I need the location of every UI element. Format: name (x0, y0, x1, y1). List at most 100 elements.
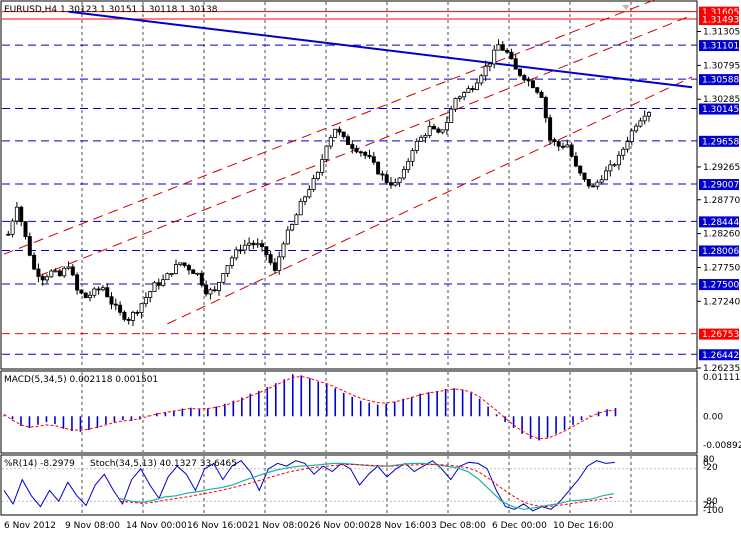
candle-body (569, 144, 574, 157)
candle-body (19, 206, 24, 222)
candle-body (315, 171, 320, 179)
candle-body (290, 224, 295, 231)
time-label: 6 Dec 00:00 (492, 521, 547, 531)
trendline (68, 10, 693, 89)
candle-body (234, 249, 239, 259)
main-header: EURUSD,H4 1.30123 1.30151 1.30118 1.3013… (4, 5, 218, 15)
candlestick-series (6, 39, 652, 327)
candle-body (53, 270, 58, 273)
candle-body (582, 172, 587, 180)
candle-body (479, 75, 484, 84)
time-label: 14 Nov 00:00 (126, 521, 187, 531)
osc-tick-label: -80 (703, 497, 718, 507)
price-tick-label: 1.26235 (703, 364, 740, 374)
level-tag (699, 279, 739, 291)
candle-body (436, 128, 441, 133)
oscillator-pane[interactable] (0, 454, 698, 516)
time-label: 9 Nov 08:00 (65, 521, 120, 531)
main-pane[interactable] (0, 0, 698, 370)
price-tick-label: 1.28260 (703, 230, 740, 240)
time-label: 10 Dec 16:00 (553, 521, 614, 531)
price-tick-label: 1.27750 (703, 263, 740, 273)
osc-tick-label: 20 (703, 501, 715, 511)
candle-body (487, 63, 492, 67)
candle-body (552, 139, 557, 142)
trendline-group (68, 10, 693, 89)
level-tag (699, 216, 739, 228)
candle-body (539, 91, 544, 98)
level-label: 1.28444 (702, 218, 739, 228)
candle-body (105, 287, 110, 298)
candle-body (126, 318, 131, 321)
candle-body (466, 88, 471, 93)
macd-pane[interactable] (0, 370, 698, 454)
candle-body (229, 257, 234, 266)
level-tag (699, 328, 739, 340)
level-tag (699, 349, 739, 361)
candle-body (543, 97, 548, 119)
candle-body (518, 68, 523, 76)
candle-body (182, 262, 187, 266)
candle-body (36, 268, 41, 277)
candle-body (556, 141, 561, 147)
candle-body (457, 96, 462, 99)
candle-body (474, 82, 479, 91)
time-label: 21 Nov 08:00 (248, 521, 309, 531)
candle-body (100, 287, 105, 291)
candle-body (595, 181, 600, 187)
candle-body (156, 282, 161, 286)
candle-body (616, 154, 621, 166)
channel-line (3, 0, 656, 255)
candle-body (363, 151, 368, 156)
candle-body (324, 145, 329, 160)
candle-body (462, 92, 467, 98)
macd-series (3, 374, 617, 441)
candle-body (298, 200, 303, 216)
candle-body (45, 276, 50, 281)
candle-body (625, 141, 630, 150)
time-label: 16 Nov 16:00 (187, 521, 248, 531)
candle-body (419, 136, 424, 142)
level-label: 1.29007 (702, 181, 739, 191)
stoch-signal-line (119, 463, 614, 508)
candle-body (242, 244, 247, 251)
candle-body (565, 144, 570, 148)
level-tag (699, 245, 739, 257)
level-label: 1.31493 (702, 16, 739, 26)
candle-body (341, 131, 346, 138)
chart-shift-icon[interactable] (622, 5, 630, 10)
osc-tick-label: 0 (703, 459, 709, 469)
candle-body (294, 214, 299, 225)
candle-body (604, 170, 609, 181)
time-label: 3 Dec 08:00 (431, 521, 486, 531)
candle-body (49, 270, 54, 278)
osc-tick-label: -20 (703, 463, 718, 473)
candle-body (573, 155, 578, 167)
level-label: 1.31605 (702, 8, 739, 18)
candle-body (169, 273, 174, 275)
level-tag (699, 135, 739, 147)
candle-body (612, 164, 617, 167)
candle-body (453, 98, 458, 110)
price-tick-label: 1.30795 (703, 61, 740, 71)
candle-body (320, 159, 325, 173)
candle-body (642, 115, 647, 122)
candle-body (328, 136, 333, 147)
level-label: 1.26753 (702, 330, 739, 340)
candle-body (186, 265, 191, 271)
candle-body (548, 117, 553, 141)
candle-body (264, 246, 269, 255)
candle-body (178, 262, 183, 265)
candle-body (444, 122, 449, 131)
candle-body (500, 44, 505, 51)
candle-body (152, 282, 157, 292)
candle-body (302, 196, 307, 202)
price-tick-label: 1.28770 (703, 196, 740, 206)
candle-body (410, 150, 415, 162)
price-tick-label: 1.30285 (703, 95, 740, 105)
candle-body (354, 148, 359, 153)
candle-body (431, 126, 436, 130)
candle-body (161, 279, 166, 286)
